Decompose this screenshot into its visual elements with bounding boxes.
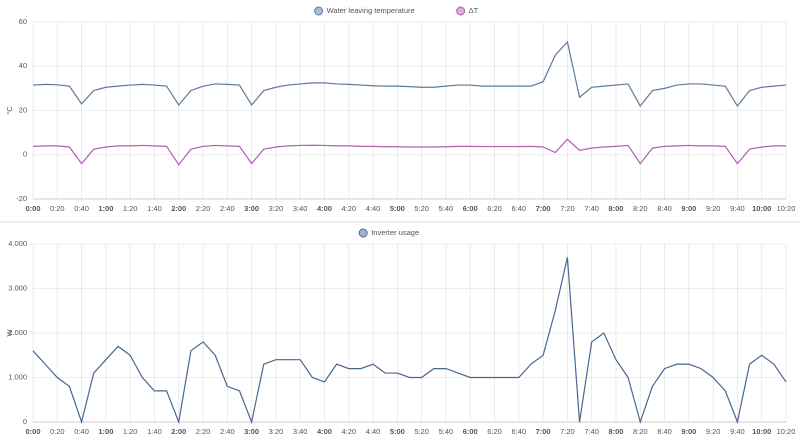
y-tick-label: 4.000 (8, 239, 27, 248)
x-tick-label: 2:00 (171, 204, 186, 213)
x-tick-label: 3:20 (269, 204, 284, 213)
x-tick-label: 6:00 (463, 204, 478, 213)
x-tick-label: 4:40 (366, 427, 381, 436)
x-tick-label: 3:40 (293, 427, 308, 436)
x-tick-label: 2:40 (220, 427, 235, 436)
x-tick-label: 1:20 (123, 204, 138, 213)
x-tick-label: 6:40 (512, 204, 527, 213)
data-line (32, 40, 787, 108)
x-tick-label: 4:00 (317, 427, 332, 436)
x-tick-label: 7:00 (536, 427, 551, 436)
x-tick-label: 5:20 (414, 427, 429, 436)
x-tick-label: 8:00 (608, 427, 623, 436)
x-tick-label: 7:20 (560, 204, 575, 213)
data-line (32, 138, 786, 166)
x-tick-label: 1:00 (98, 427, 113, 436)
x-tick-label: 5:40 (439, 427, 454, 436)
x-tick-label: 0:20 (50, 204, 65, 213)
x-tick-label: 0:00 (25, 427, 40, 436)
legend-label[interactable]: Inverter usage (371, 228, 419, 237)
x-tick-label: 9:40 (730, 427, 745, 436)
x-tick-label: 8:20 (633, 204, 648, 213)
x-tick-label: 0:40 (74, 427, 89, 436)
x-tick-label: 4:00 (317, 204, 332, 213)
legend-swatch[interactable] (456, 6, 466, 16)
y-axis-label: W (5, 329, 14, 337)
x-tick-label: 10:20 (777, 204, 796, 213)
y-tick-label: 20 (19, 105, 27, 114)
x-tick-label: 9:00 (681, 204, 696, 213)
x-tick-label: 9:40 (730, 204, 745, 213)
x-tick-label: 2:00 (171, 427, 186, 436)
x-tick-label: 8:40 (657, 427, 672, 436)
x-tick-label: 6:40 (512, 427, 527, 436)
data-line (32, 257, 787, 425)
x-tick-label: 2:20 (196, 427, 211, 436)
x-tick-label: 3:00 (244, 427, 259, 436)
x-tick-label: 2:40 (220, 204, 235, 213)
x-tick-label: 0:40 (74, 204, 89, 213)
x-tick-label: 6:00 (463, 427, 478, 436)
x-tick-label: 9:00 (681, 427, 696, 436)
x-tick-label: 9:20 (706, 427, 721, 436)
legend-label[interactable]: Water leaving temperature (327, 6, 415, 15)
y-tick-label: 40 (19, 61, 27, 70)
x-tick-label: 5:00 (390, 427, 405, 436)
y-tick-label: 1.000 (8, 372, 27, 381)
y-tick-label: 3.000 (8, 283, 27, 292)
x-tick-label: 4:40 (366, 204, 381, 213)
x-tick-label: 3:20 (269, 427, 284, 436)
legend-swatch[interactable] (358, 228, 368, 238)
x-tick-label: 1:40 (147, 204, 162, 213)
y-tick-label: 2.000 (8, 328, 27, 337)
x-tick-label: 6:20 (487, 427, 502, 436)
y-tick-label: 0 (23, 417, 27, 426)
y-tick-label: -20 (16, 194, 27, 203)
x-tick-label: 10:00 (752, 204, 771, 213)
x-tick-label: 10:20 (777, 427, 796, 436)
x-tick-label: 7:20 (560, 427, 575, 436)
y-axis-label: °C (5, 106, 14, 115)
legend-swatch[interactable] (314, 6, 324, 16)
x-tick-label: 1:00 (98, 204, 113, 213)
x-tick-label: 0:20 (50, 427, 65, 436)
x-tick-label: 1:20 (123, 427, 138, 436)
x-tick-label: 4:20 (341, 427, 356, 436)
x-tick-label: 8:20 (633, 427, 648, 436)
x-tick-label: 4:20 (341, 204, 356, 213)
x-tick-label: 7:40 (584, 427, 599, 436)
y-tick-label: 0 (23, 150, 27, 159)
x-tick-label: 3:00 (244, 204, 259, 213)
x-tick-label: 7:00 (536, 204, 551, 213)
x-tick-label: 6:20 (487, 204, 502, 213)
x-tick-label: 0:00 (25, 204, 40, 213)
x-tick-label: 5:40 (439, 204, 454, 213)
x-tick-label: 2:20 (196, 204, 211, 213)
x-tick-label: 3:40 (293, 204, 308, 213)
x-tick-label: 9:20 (706, 204, 721, 213)
x-tick-label: 5:20 (414, 204, 429, 213)
x-tick-label: 5:00 (390, 204, 405, 213)
x-tick-label: 10:00 (752, 427, 771, 436)
x-tick-label: 7:40 (584, 204, 599, 213)
y-tick-label: 60 (19, 17, 27, 26)
legend-label[interactable]: ΔT (469, 6, 479, 15)
x-tick-label: 8:00 (608, 204, 623, 213)
x-tick-label: 1:40 (147, 427, 162, 436)
x-tick-label: 8:40 (657, 204, 672, 213)
